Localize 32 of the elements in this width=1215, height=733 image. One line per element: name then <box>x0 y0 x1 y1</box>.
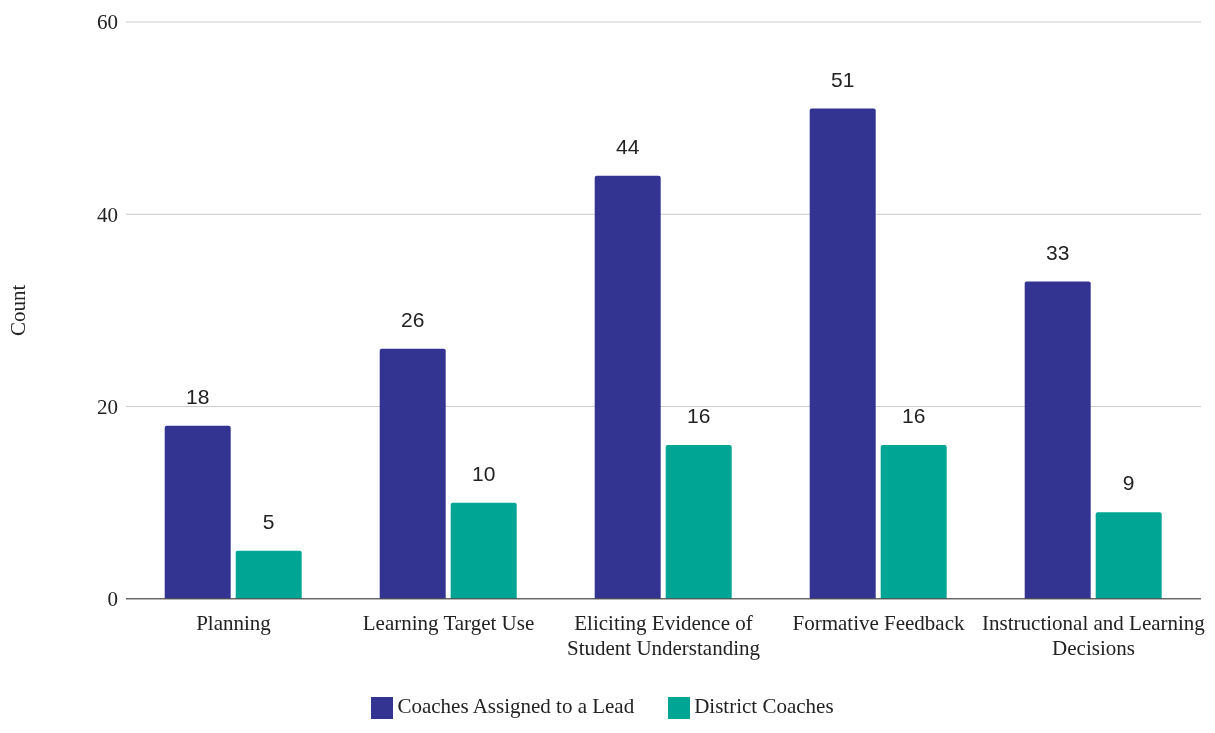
y-tick-label: 20 <box>97 395 118 419</box>
legend-label: Coaches Assigned to a Lead <box>397 693 635 718</box>
y-tick-label: 40 <box>97 202 118 227</box>
bar <box>809 108 876 599</box>
data-label: 16 <box>902 404 926 427</box>
x-tick-label: Formative Feedback <box>792 610 966 635</box>
data-label: 26 <box>401 307 425 331</box>
x-tick-label: Planning <box>196 610 272 635</box>
bar <box>665 445 732 599</box>
y-tick-label: 0 <box>107 587 118 612</box>
data-label: 9 <box>1122 471 1135 495</box>
data-label: 18 <box>186 384 210 408</box>
bar <box>594 175 661 599</box>
bar <box>450 502 517 599</box>
data-label: 10 <box>472 461 496 485</box>
data-label: 51 <box>831 67 855 91</box>
x-tick-label: Instructional and Learning Decisions <box>982 610 1206 660</box>
data-label: 5 <box>262 509 275 533</box>
data-label: 16 <box>687 404 711 427</box>
x-tick-label: Learning Target Use <box>362 610 535 635</box>
bar <box>1095 512 1162 599</box>
data-label: 33 <box>1046 240 1070 264</box>
bar <box>880 445 947 599</box>
bar <box>1024 281 1091 599</box>
bar <box>164 425 231 599</box>
data-label: 44 <box>616 134 640 158</box>
y-tick-label: 60 <box>97 10 118 35</box>
bar <box>235 550 302 599</box>
legend-label: District Coaches <box>694 693 834 718</box>
bar <box>379 348 446 599</box>
y-axis-title: Count <box>6 284 31 337</box>
x-tick-label: Eliciting Evidence of Student Understanding <box>566 610 761 660</box>
